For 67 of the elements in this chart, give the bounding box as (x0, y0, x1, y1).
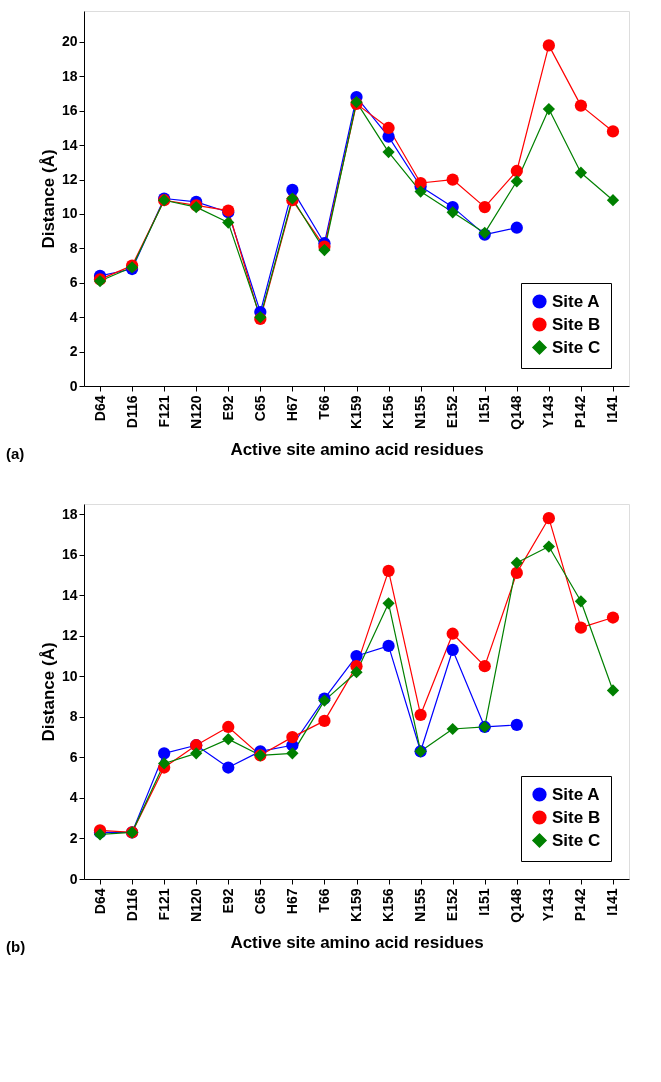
y-axis-title: Distance (Å) (38, 642, 58, 742)
y-tick-label: 2 (69, 829, 78, 846)
x-tick-label: C65 (251, 888, 268, 915)
y-tick-label: 0 (69, 870, 78, 887)
x-tick-label: I151 (476, 395, 493, 423)
x-tick-label: Q148 (508, 395, 525, 430)
y-tick-label: 4 (69, 308, 78, 325)
x-tick-label: N120 (187, 888, 204, 922)
x-tick-label: D64 (91, 888, 108, 915)
x-tick-label: C65 (251, 395, 268, 422)
x-tick-label: D116 (123, 395, 140, 429)
y-tick-label: 16 (61, 102, 78, 119)
x-tick-label: I151 (476, 888, 493, 916)
x-tick-label: Q148 (508, 888, 525, 923)
y-tick-label: 12 (61, 627, 78, 644)
y-tick-label: 8 (69, 239, 78, 256)
legend-label: Site C (552, 830, 601, 850)
x-tick-label: N155 (412, 888, 429, 922)
y-tick-label: 18 (61, 67, 78, 84)
x-tick-label: E152 (444, 395, 461, 429)
x-tick-label: E92 (219, 395, 236, 421)
legend-label: Site B (552, 314, 601, 334)
x-tick-label: P142 (572, 395, 589, 429)
x-tick-label: F121 (155, 888, 172, 921)
x-tick-label: P142 (572, 888, 589, 922)
x-axis-title: Active site amino acid residues (230, 439, 484, 459)
y-tick-label: 4 (69, 789, 78, 806)
x-tick-label: K159 (348, 888, 364, 922)
legend-label: Site A (552, 784, 600, 804)
y-tick-label: 18 (61, 505, 78, 522)
legend-label: Site B (552, 807, 601, 827)
x-tick-label: Y143 (540, 395, 557, 429)
x-tick-label: N120 (187, 395, 204, 429)
text: (b) (6, 938, 26, 955)
x-tick-label: Y143 (540, 888, 557, 922)
y-tick-label: 2 (69, 343, 78, 360)
legend-label: Site C (552, 337, 601, 357)
x-tick-label: E92 (219, 888, 236, 914)
x-tick-label: D64 (91, 395, 108, 422)
y-tick-label: 8 (69, 708, 78, 725)
x-tick-label: H67 (283, 888, 300, 915)
y-tick-label: 6 (69, 274, 78, 291)
x-tick-label: T66 (315, 888, 332, 913)
x-tick-label: K156 (380, 395, 397, 429)
y-tick-label: 12 (61, 171, 78, 188)
y-tick-label: 10 (61, 205, 78, 222)
y-tick-label: 6 (69, 748, 78, 765)
legend-label: Site A (552, 291, 600, 311)
y-tick-label: 20 (61, 33, 78, 50)
x-tick-label: K159 (348, 395, 364, 429)
x-tick-label: E152 (444, 888, 461, 922)
y-tick-label: 14 (61, 136, 78, 153)
x-axis-title: Active site amino acid residues (230, 932, 484, 952)
y-axis-title: Distance (Å) (38, 149, 58, 249)
x-tick-label: T66 (315, 395, 332, 420)
x-tick-label: N155 (412, 395, 429, 429)
x-tick-label: H67 (283, 395, 300, 422)
y-tick-label: 0 (69, 377, 78, 394)
y-tick-label: 10 (61, 667, 78, 684)
y-tick-label: 16 (61, 546, 78, 563)
text: (a) (6, 445, 25, 462)
x-tick-label: I141 (604, 395, 621, 423)
x-tick-label: I141 (604, 888, 621, 916)
y-tick-label: 14 (61, 586, 78, 603)
x-tick-label: K156 (380, 888, 397, 922)
x-tick-label: F121 (155, 395, 172, 428)
x-tick-label: D116 (123, 888, 140, 922)
